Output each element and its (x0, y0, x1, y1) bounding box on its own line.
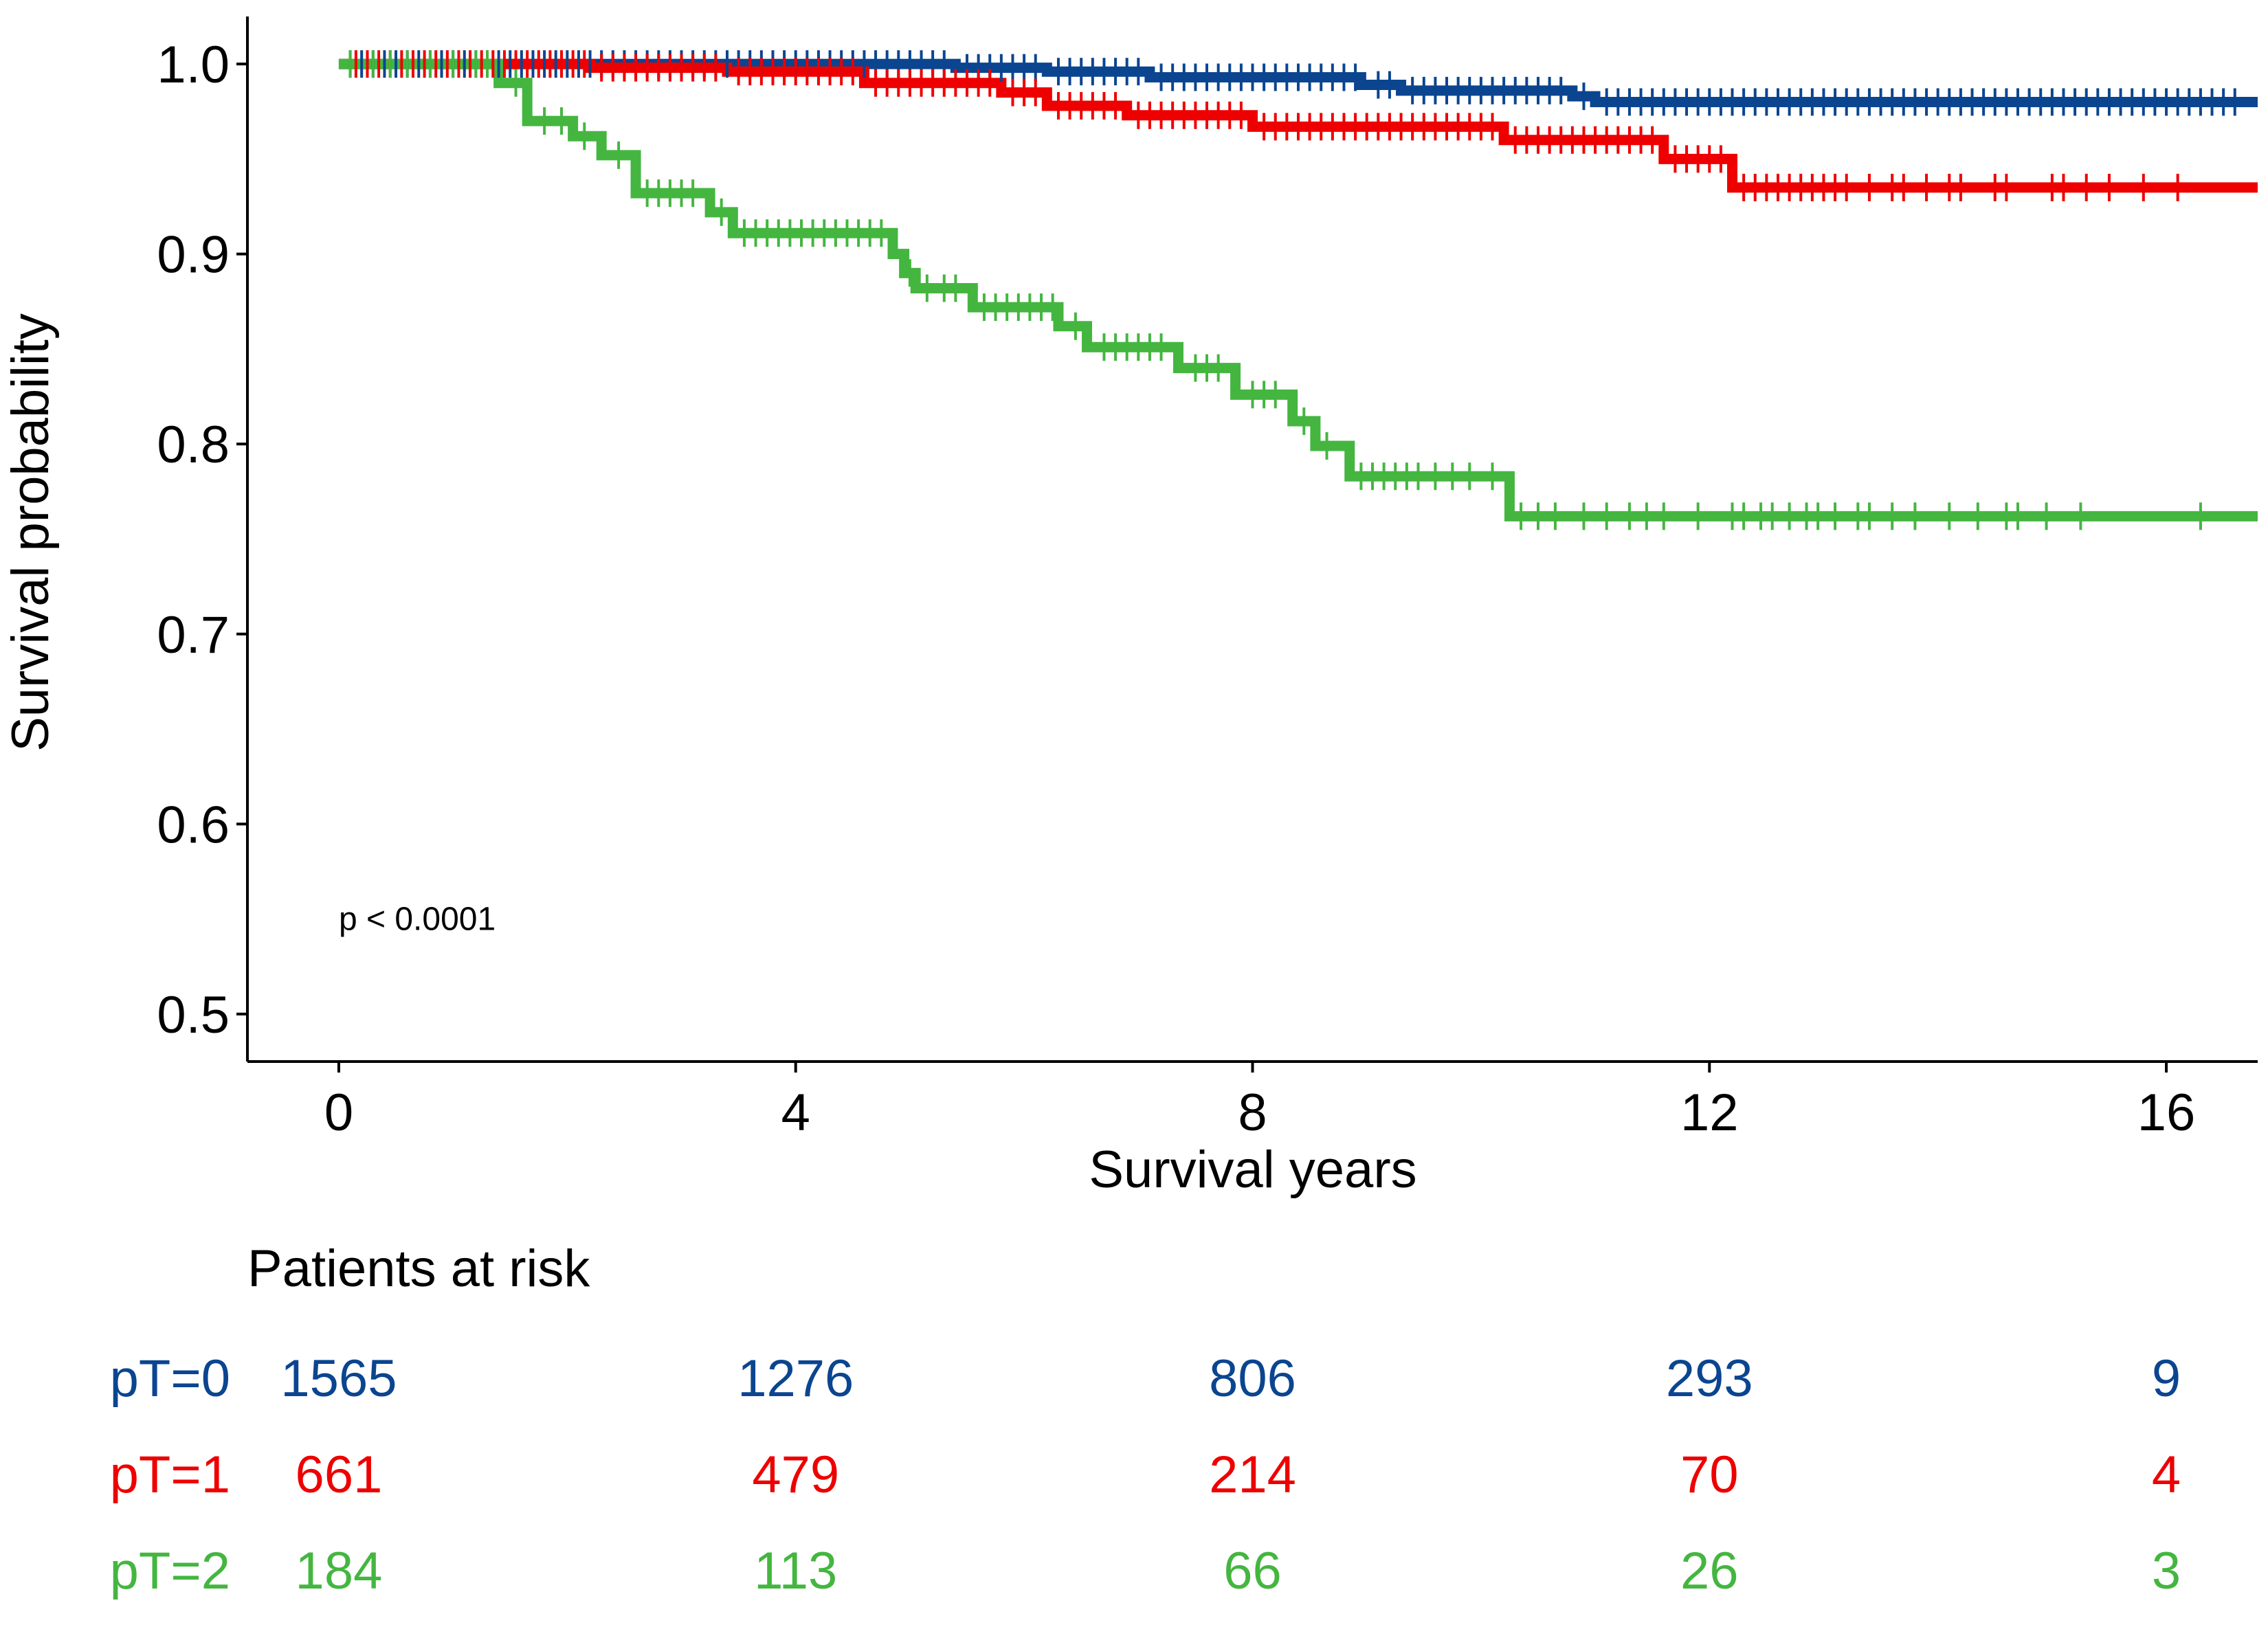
risk-count: 4 (2152, 1446, 2181, 1504)
x-tick-label: 8 (1238, 1084, 1267, 1142)
risk-count: 26 (1680, 1542, 1739, 1600)
risk-count: 806 (1209, 1349, 1296, 1408)
y-tick-label: 1.0 (157, 36, 230, 94)
risk-count: 184 (296, 1542, 383, 1600)
risk-count: 293 (1666, 1349, 1753, 1408)
risk-count: 479 (752, 1446, 839, 1504)
risk-row-label: pT=2 (110, 1542, 230, 1600)
axes: 0.5 0.6 0.7 0.8 0.9 1.0 0 4 8 12 16 (157, 16, 2258, 1142)
risk-table-title: Patients at risk (247, 1239, 590, 1298)
risk-count: 66 (1223, 1542, 1282, 1600)
y-tick-label: 0.7 (157, 606, 230, 664)
risk-count: 1276 (737, 1349, 854, 1408)
risk-count: 214 (1209, 1446, 1296, 1504)
risk-count: 70 (1680, 1446, 1739, 1504)
x-tick-label: 4 (781, 1084, 810, 1142)
y-tick-label: 0.6 (157, 796, 230, 854)
risk-count: 1565 (280, 1349, 397, 1408)
p-value-annotation: p < 0.0001 (339, 901, 496, 938)
y-axis-label: Survival probability (1, 313, 60, 752)
x-tick-label: 12 (1680, 1084, 1739, 1142)
y-tick-label: 0.5 (157, 986, 230, 1044)
risk-table: pT=0 1565 1276 806 293 9 pT=1 661 479 214 70 4 pT=2 1… (110, 1349, 2181, 1600)
censor-marks (348, 50, 2236, 530)
x-axis-label: Survival years (1089, 1141, 1416, 1199)
risk-count: 661 (296, 1446, 383, 1504)
risk-count: 113 (754, 1542, 837, 1600)
risk-count: 9 (2152, 1349, 2181, 1408)
risk-count: 3 (2152, 1542, 2181, 1600)
y-tick-label: 0.9 (157, 226, 230, 284)
risk-row-label: pT=0 (110, 1349, 230, 1408)
y-tick-label: 0.8 (157, 416, 230, 474)
x-tick-label: 16 (2137, 1084, 2196, 1142)
x-tick-label: 0 (324, 1084, 353, 1142)
risk-row-label: pT=1 (110, 1446, 230, 1504)
